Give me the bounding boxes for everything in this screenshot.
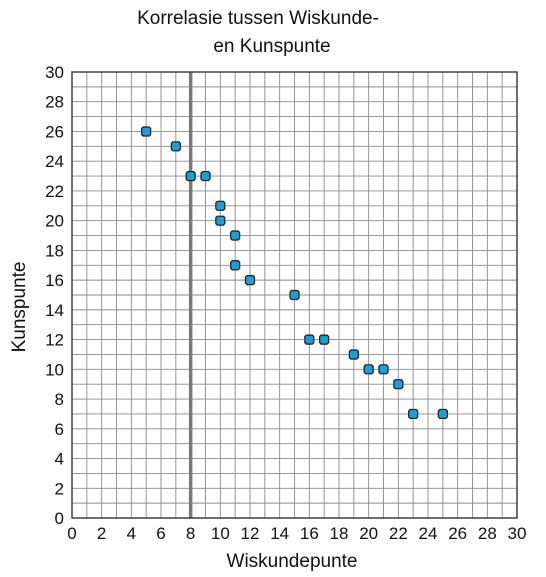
data-point [244, 275, 256, 286]
x-tick-label: 20 [359, 524, 378, 543]
y-tick-label: 24 [45, 152, 64, 171]
data-point [215, 215, 226, 226]
chart-title-line-2: en Kunspunte [213, 36, 330, 57]
x-tick-label: 26 [448, 524, 467, 543]
y-tick-label: 4 [55, 450, 64, 469]
x-tick-label: 10 [211, 524, 230, 543]
x-tick-label: 18 [330, 524, 349, 543]
x-tick-label: 4 [127, 524, 136, 543]
x-tick-label: 2 [97, 524, 106, 543]
data-point [437, 408, 448, 420]
y-tick-label: 14 [45, 301, 64, 320]
data-point [363, 364, 374, 375]
data-point [200, 170, 211, 182]
y-tick-label: 18 [45, 241, 64, 260]
y-tick-label: 2 [55, 479, 64, 498]
y-tick-label: 30 [45, 63, 64, 82]
y-tick-label: 16 [45, 271, 64, 290]
x-tick-label: 16 [300, 524, 319, 543]
x-tick-label: 30 [508, 524, 527, 543]
data-points [141, 126, 448, 420]
y-tick-label: 26 [45, 122, 64, 141]
y-axis-label: Kunspunte [9, 262, 30, 353]
x-tick-label: 28 [478, 524, 497, 543]
y-tick-label: 0 [55, 509, 64, 528]
x-tick-label: 14 [270, 524, 289, 543]
x-tick-label: 22 [389, 524, 408, 543]
data-point [215, 200, 226, 211]
data-point [408, 408, 419, 420]
chart-title-line-1: Korrelasie tussen Wiskunde- [137, 8, 379, 29]
data-point [289, 289, 300, 301]
data-point [230, 230, 241, 241]
data-point [170, 141, 181, 152]
x-tick-label: 6 [156, 524, 165, 543]
x-tick-label: 12 [241, 524, 260, 543]
plot-frame [71, 71, 518, 519]
data-point [230, 260, 241, 271]
data-point [185, 170, 196, 182]
x-tick-label: 0 [67, 524, 76, 543]
y-tick-label: 6 [55, 420, 64, 439]
x-tick-label: 24 [419, 524, 438, 543]
y-tick-label: 10 [45, 360, 64, 379]
y-tick-label: 8 [55, 390, 64, 409]
x-tick-label: 8 [186, 524, 195, 543]
data-point [319, 334, 330, 345]
x-axis-label: Wiskundepunte [227, 551, 358, 572]
data-point [141, 126, 152, 137]
data-point [348, 349, 359, 360]
x-tick-labels: 0 2 4 6 8 10 12 14 16 18 20 22 24 26 28 30 [67, 524, 526, 543]
data-point [393, 379, 404, 390]
data-point [304, 334, 315, 345]
y-tick-label: 28 [45, 93, 64, 112]
y-tick-label: 12 [45, 331, 64, 350]
y-tick-label: 20 [45, 212, 64, 231]
y-tick-label: 22 [45, 182, 64, 201]
data-point [378, 364, 389, 375]
